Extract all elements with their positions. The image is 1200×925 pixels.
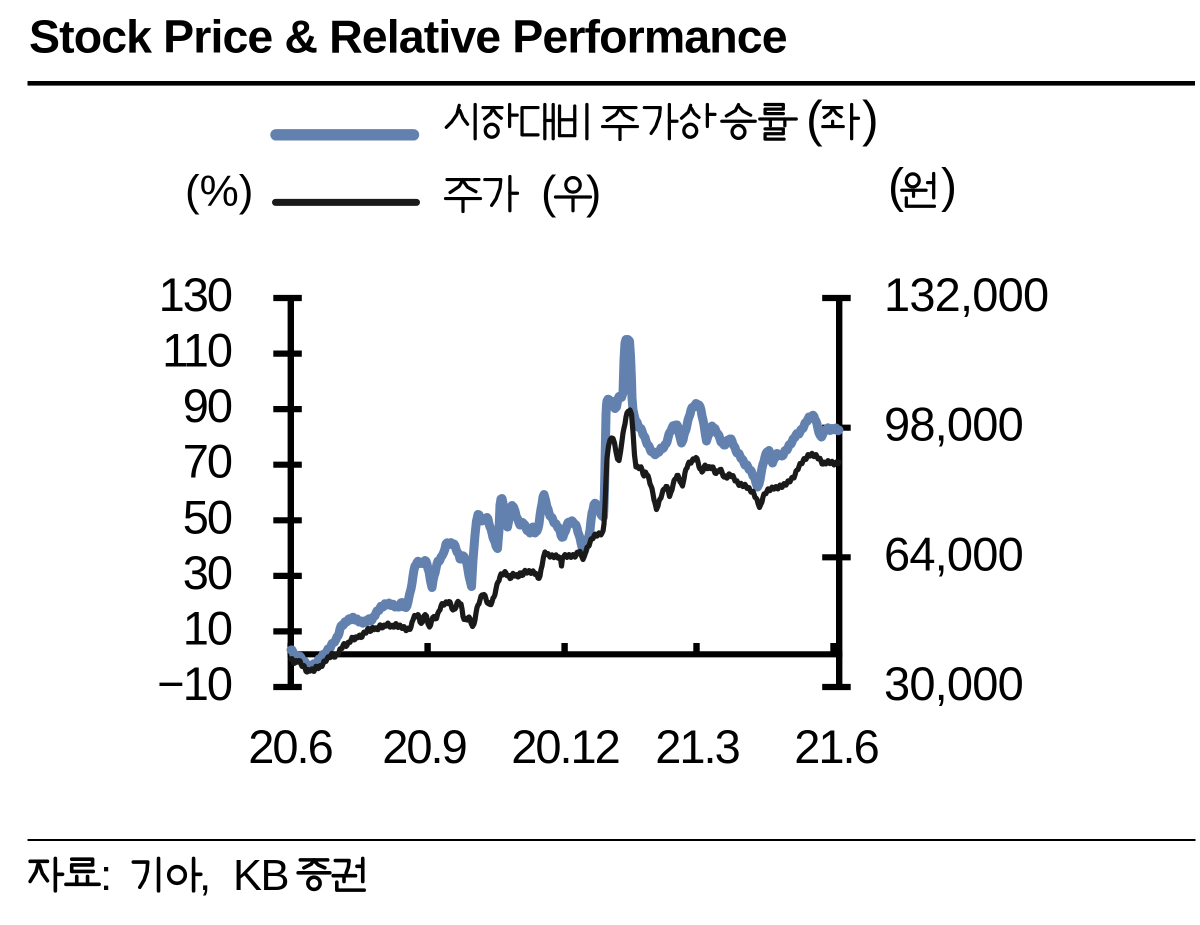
- svg-text:−10: −10: [157, 657, 232, 710]
- svg-text:(: (: [888, 160, 904, 213]
- svg-text:): ): [941, 160, 957, 213]
- svg-text:Stock Price & Relative Perform: Stock Price & Relative Performance: [29, 11, 787, 63]
- svg-text:KB: KB: [233, 852, 288, 900]
- svg-text:20.9: 20.9: [382, 720, 465, 773]
- svg-text:70: 70: [183, 435, 232, 488]
- svg-text:,: ,: [199, 851, 211, 900]
- svg-text:): ): [586, 166, 601, 218]
- svg-text:64,000: 64,000: [884, 527, 1023, 580]
- svg-text::: :: [100, 851, 112, 900]
- svg-text:(: (: [806, 91, 823, 147]
- svg-text:21.3: 21.3: [655, 720, 739, 773]
- svg-text:90: 90: [183, 379, 232, 432]
- svg-text:130: 130: [159, 268, 232, 321]
- svg-text:110: 110: [162, 324, 232, 377]
- svg-text:98,000: 98,000: [884, 398, 1023, 451]
- svg-text:132,000: 132,000: [884, 268, 1048, 321]
- svg-text:(%): (%): [185, 167, 253, 216]
- svg-text:30: 30: [183, 546, 232, 599]
- svg-text:20.6: 20.6: [248, 720, 332, 773]
- svg-text:10: 10: [183, 601, 232, 654]
- svg-text:21.6: 21.6: [794, 720, 878, 773]
- svg-text:20.12: 20.12: [511, 720, 619, 773]
- svg-text:): ): [862, 91, 879, 147]
- svg-text:30,000: 30,000: [884, 657, 1023, 710]
- svg-text:50: 50: [183, 490, 232, 543]
- svg-text:(: (: [541, 166, 557, 218]
